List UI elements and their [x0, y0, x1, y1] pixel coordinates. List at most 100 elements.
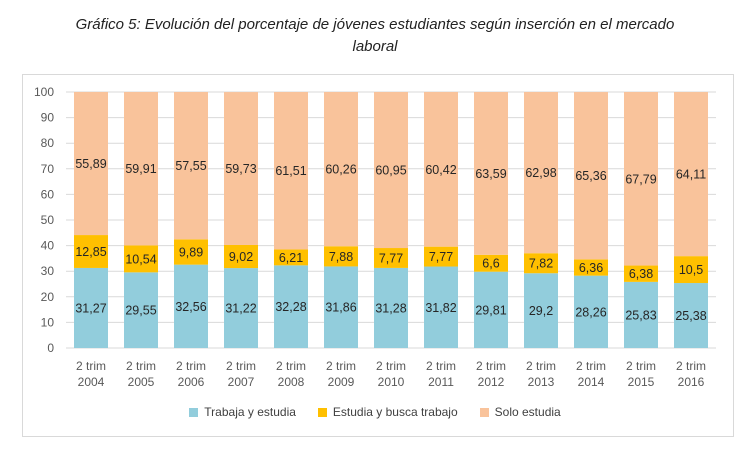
x-tick-label: 2 trim [176, 359, 206, 373]
bar-segment [574, 275, 608, 348]
legend-label-solo: Solo estudia [494, 405, 561, 419]
bar-segment [74, 91, 108, 236]
bar-segment [674, 256, 708, 284]
chart-frame [22, 74, 734, 437]
bar-segment [624, 92, 658, 266]
bar-segment [324, 92, 358, 247]
bar-segment [174, 239, 208, 265]
bar-segment [674, 283, 708, 348]
bar-segment [274, 265, 308, 348]
bar-segment [374, 248, 408, 268]
data-label: 60,42 [425, 163, 456, 177]
legend-label-trabaja: Trabaja y estudia [204, 405, 296, 419]
y-tick-label: 90 [41, 111, 55, 125]
data-label: 67,79 [625, 172, 656, 186]
bar-segment [174, 92, 208, 240]
x-tick-label: 2009 [328, 375, 355, 389]
data-label: 7,88 [329, 250, 353, 264]
x-tick-label: 2 trim [476, 359, 506, 373]
x-tick-label: 2 trim [426, 359, 456, 373]
data-label: 57,55 [175, 159, 206, 173]
bar-segment [524, 273, 558, 348]
data-label: 12,85 [75, 245, 106, 259]
data-label: 29,2 [529, 304, 553, 318]
x-tick-label: 2006 [178, 375, 205, 389]
data-label: 31,22 [225, 302, 256, 316]
bar-segment [624, 265, 658, 282]
x-tick-label: 2 trim [626, 359, 656, 373]
data-label: 60,95 [375, 164, 406, 178]
y-tick-label: 100 [34, 85, 54, 99]
legend-swatch-trabaja [189, 407, 199, 417]
data-label: 25,83 [625, 308, 656, 322]
bar-segment [424, 266, 458, 348]
data-label: 29,81 [475, 303, 506, 317]
x-tick-label: 2 trim [676, 359, 706, 373]
x-tick-label: 2012 [478, 375, 505, 389]
data-label: 32,28 [275, 300, 306, 314]
chart-legend: Trabaja y estudia Estudia y busca trabaj… [0, 405, 750, 419]
data-label: 31,28 [375, 301, 406, 315]
bar-segment [74, 235, 108, 268]
x-tick-label: 2 trim [526, 359, 556, 373]
x-tick-label: 2014 [578, 375, 605, 389]
bar-segment [674, 92, 708, 257]
legend-swatch-solo [479, 407, 489, 417]
x-tick-label: 2013 [528, 375, 555, 389]
data-label: 31,27 [75, 301, 106, 315]
y-tick-label: 10 [41, 315, 55, 329]
x-tick-label: 2008 [278, 375, 305, 389]
y-tick-label: 70 [41, 162, 55, 176]
data-label: 10,54 [125, 252, 156, 266]
y-tick-label: 40 [41, 239, 55, 253]
data-label: 6,36 [579, 261, 603, 275]
data-label: 32,56 [175, 300, 206, 314]
bar-segment [124, 92, 158, 246]
data-label: 62,98 [525, 166, 556, 180]
data-label: 7,77 [379, 251, 403, 265]
data-label: 6,38 [629, 267, 653, 281]
chart-title-line-1: Gráfico 5: Evolución del porcentaje de j… [75, 16, 675, 33]
legend-item-solo: Solo estudia [479, 405, 561, 419]
x-tick-label: 2 trim [276, 359, 306, 373]
bar-segment [124, 272, 158, 348]
bar-segment [224, 244, 258, 269]
x-tick-label: 2 trim [576, 359, 606, 373]
chart-title: Gráfico 5: Evolución del porcentaje de j… [0, 14, 750, 58]
bar-segment [624, 281, 658, 348]
bar-segment [274, 92, 308, 250]
chart-title-line-2: laboral [352, 38, 398, 55]
data-label: 9,02 [229, 250, 253, 264]
x-tick-label: 2007 [228, 375, 255, 389]
legend-label-busca: Estudia y busca trabajo [332, 405, 458, 419]
bar-segment [474, 92, 508, 255]
data-label: 59,91 [125, 162, 156, 176]
data-label: 7,77 [429, 250, 453, 264]
data-label: 59,73 [225, 162, 256, 176]
y-tick-label: 20 [41, 290, 55, 304]
bar-segment [474, 271, 508, 348]
data-label: 6,21 [279, 251, 303, 265]
x-tick-label: 2016 [678, 375, 705, 389]
data-label: 10,5 [679, 263, 703, 277]
x-tick-label: 2 trim [126, 359, 156, 373]
x-tick-label: 2010 [378, 375, 405, 389]
data-label: 29,55 [125, 304, 156, 318]
data-label: 31,82 [425, 301, 456, 315]
data-label: 63,59 [475, 167, 506, 181]
data-label: 7,82 [529, 257, 553, 271]
y-tick-label: 30 [41, 264, 55, 278]
bar-segment [524, 253, 558, 274]
y-tick-label: 80 [41, 136, 55, 150]
data-label: 6,6 [482, 257, 499, 271]
data-label: 9,89 [179, 245, 203, 259]
bar-segment [274, 249, 308, 266]
data-label: 28,26 [575, 305, 606, 319]
data-label: 31,86 [325, 301, 356, 315]
y-tick-label: 0 [47, 341, 54, 355]
bar-segment [424, 246, 458, 267]
bar-segment [374, 267, 408, 348]
bar-segment [324, 266, 358, 348]
bar-segment [374, 92, 408, 249]
bar-segment [74, 267, 108, 348]
